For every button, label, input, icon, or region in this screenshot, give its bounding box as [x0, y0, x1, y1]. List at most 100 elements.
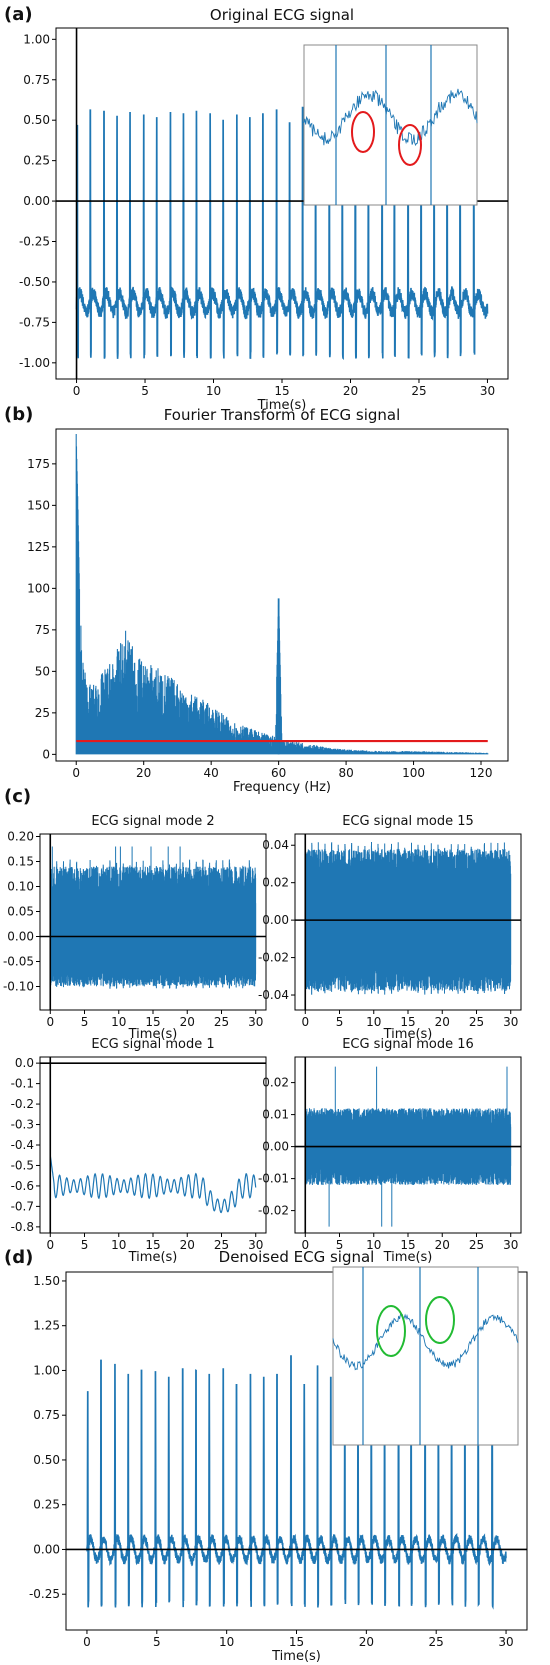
x-tick-label: 25 [469, 1238, 484, 1252]
inset-highlight-circle [398, 124, 422, 166]
x-tick-label: 5 [336, 1238, 344, 1252]
x-tick-label: 15 [289, 1635, 304, 1649]
x-tick-label: 10 [111, 1238, 126, 1252]
y-tick-label: 0.50 [33, 1453, 60, 1467]
chart-title: ECG signal mode 1 [91, 1037, 214, 1052]
spectrum-trace [75, 434, 489, 755]
y-tick-label: 1.00 [23, 32, 50, 46]
x-tick-label: 10 [366, 1238, 381, 1252]
plot-frame [39, 1056, 267, 1234]
y-tick-label: 1.25 [33, 1319, 60, 1333]
y-tick-label: -0.04 [258, 988, 289, 1002]
y-tick-label: 1.50 [33, 1274, 60, 1288]
mode-trace [304, 842, 512, 995]
inset-highlight-circle [351, 111, 375, 153]
x-tick-label: 20 [180, 1015, 195, 1029]
y-tick-label: -0.2 [11, 1097, 34, 1111]
y-tick-label: -0.75 [19, 315, 50, 329]
y-tick-label: -0.4 [11, 1138, 34, 1152]
panel-letter-a: (a) [4, 4, 33, 25]
mode-1-chart: ECG signal mode 1 0 5 10 15 20 25 30 0.0 -0.1 -0.2… [11, 1037, 267, 1265]
mode-trace [49, 1155, 257, 1214]
y-tick-label: -0.7 [11, 1199, 34, 1213]
y-tick-label: 0.02 [262, 1076, 289, 1090]
y-tick-label: 0.20 [7, 830, 34, 844]
inset-box [303, 44, 478, 206]
mode-15-chart: ECG signal mode 15 0 5 10 15 20 25 30 0.04 0.02 0.… [258, 814, 522, 1042]
x-tick-label: 0 [83, 1635, 91, 1649]
y-tick-label: -0.5 [11, 1158, 34, 1172]
mode-16-chart: ECG signal mode 16 0 5 10 15 20 25 30 0.02 0.01 0.… [258, 1037, 522, 1265]
x-tick-label: 10 [219, 1635, 234, 1649]
x-tick-label: 20 [343, 384, 358, 398]
panel-letter-b: (b) [4, 404, 33, 425]
y-tick-label: -0.1 [11, 1077, 34, 1091]
y-tick-label: 75 [35, 623, 50, 637]
mode-trace [49, 846, 257, 989]
x-tick-label: 40 [204, 766, 219, 780]
x-tick-label: 120 [470, 766, 493, 780]
x-tick-label: 15 [274, 384, 289, 398]
x-tick-label: 30 [503, 1238, 518, 1252]
y-tick-label: -1.00 [19, 356, 50, 370]
x-tick-label: 25 [429, 1635, 444, 1649]
x-tick-label: 0 [72, 766, 80, 780]
y-tick-label: -0.02 [258, 1204, 289, 1218]
y-tick-label: -0.01 [258, 1172, 289, 1186]
x-tick-label: 20 [359, 1635, 374, 1649]
x-axis-label: Time(s) [128, 1027, 178, 1042]
x-tick-label: 10 [111, 1015, 126, 1029]
x-axis-label: Time(s) [383, 1027, 433, 1042]
y-tick-label: 150 [27, 498, 50, 512]
chart-title: Fourier Transform of ECG signal [164, 406, 401, 424]
x-tick-label: 30 [248, 1015, 263, 1029]
y-tick-label: 0.25 [33, 1498, 60, 1512]
y-tick-label: 0.25 [23, 154, 50, 168]
y-tick-label: 0.04 [262, 838, 289, 852]
x-tick-label: 100 [402, 766, 425, 780]
chart-title: ECG signal mode 2 [91, 814, 214, 829]
y-tick-label: 0.00 [262, 913, 289, 927]
x-tick-label: 10 [206, 384, 221, 398]
x-axis-label: Time(s) [383, 1250, 433, 1265]
fourier-transform-chart: Fourier Transform of ECG signal 0 20 40 60 80… [27, 406, 509, 795]
x-tick-label: 30 [503, 1015, 518, 1029]
y-tick-label: -0.50 [19, 275, 50, 289]
y-tick-label: 0.02 [262, 876, 289, 890]
x-tick-label: 15 [400, 1015, 415, 1029]
x-tick-label: 30 [248, 1238, 263, 1252]
panel-letter-c: (c) [4, 786, 31, 807]
ecg-trace [86, 1333, 507, 1610]
y-tick-label: -0.6 [11, 1179, 34, 1193]
x-tick-label: 0 [301, 1238, 309, 1252]
x-tick-label: 5 [81, 1015, 89, 1029]
x-tick-label: 10 [366, 1015, 381, 1029]
y-tick-label: 0.00 [23, 194, 50, 208]
x-tick-label: 20 [180, 1238, 195, 1252]
original-ecg-chart: Original ECG signal 0 5 10 15 20 25 30 1.00 0.75 0… [19, 6, 509, 413]
x-axis-label: Time(s) [271, 1649, 321, 1664]
x-tick-label: 20 [136, 766, 151, 780]
x-axis-label: Time(s) [257, 398, 307, 413]
y-tick-label: 0.01 [262, 1108, 289, 1122]
x-tick-label: 5 [81, 1238, 89, 1252]
x-tick-label: 5 [153, 1635, 161, 1649]
y-tick-label: 0 [42, 747, 50, 761]
y-tick-label: -0.25 [19, 235, 50, 249]
y-tick-label: -0.10 [3, 980, 34, 994]
x-tick-label: 0 [46, 1015, 54, 1029]
y-tick-label: 0.75 [33, 1408, 60, 1422]
inset-trace [303, 88, 478, 147]
y-tick-label: 0.50 [23, 113, 50, 127]
chart-title: Denoised ECG signal [219, 1248, 375, 1266]
x-tick-label: 0 [301, 1015, 309, 1029]
y-tick-label: -0.3 [11, 1118, 34, 1132]
x-tick-label: 0 [46, 1238, 54, 1252]
y-tick-label: 0.00 [7, 930, 34, 944]
denoised-ecg-chart: Denoised ECG signal 0 5 10 15 20 25 30 1.50 1.25 1… [29, 1248, 528, 1664]
mode-2-chart: ECG signal mode 2 0 5 10 15 20 25 30 0.20 0.15 0.1… [3, 814, 267, 1042]
y-tick-label: 0.00 [262, 1140, 289, 1154]
x-tick-label: 30 [498, 1635, 513, 1649]
x-tick-label: 20 [435, 1015, 450, 1029]
